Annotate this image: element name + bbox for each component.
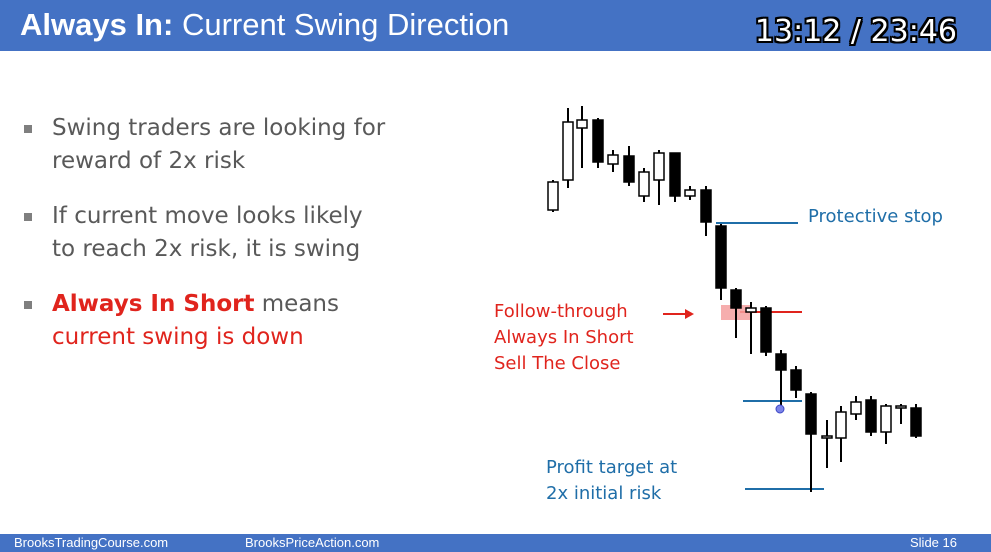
candle-body bbox=[865, 399, 877, 433]
candle-body bbox=[821, 435, 833, 439]
candle-body bbox=[653, 152, 665, 181]
title-bold: Always In: bbox=[20, 7, 174, 42]
candle-body bbox=[592, 119, 604, 163]
bullet-item: Always In Short means current swing is d… bbox=[24, 288, 424, 354]
candle-body bbox=[775, 353, 787, 371]
candle-body bbox=[576, 119, 588, 129]
bullet-line: Always In Short means bbox=[52, 288, 424, 321]
candle-body bbox=[547, 181, 559, 211]
protective-stop-label: Protective stop bbox=[808, 206, 943, 227]
candles-group bbox=[547, 106, 922, 492]
annotation-line: Profit target at bbox=[546, 457, 678, 478]
always-in-short-text: Always In Short bbox=[52, 291, 255, 317]
candle-body bbox=[760, 307, 772, 353]
bullet-item: If current move looks likely to reach 2x… bbox=[24, 200, 424, 266]
candle-body bbox=[669, 152, 681, 197]
bullet-list: Swing traders are looking for reward of … bbox=[24, 112, 424, 376]
candle-body bbox=[805, 393, 817, 435]
candle-body bbox=[684, 189, 696, 197]
candle-body bbox=[715, 225, 727, 289]
candle-body bbox=[895, 405, 907, 409]
video-timer: 13:12 / 23:46 bbox=[754, 14, 957, 49]
bullet-item: Swing traders are looking for reward of … bbox=[24, 112, 424, 178]
candle-body bbox=[562, 121, 574, 181]
footer-center-link[interactable]: BrooksPriceAction.com bbox=[245, 535, 380, 550]
profit-target-label: Profit target at 2x initial risk bbox=[546, 455, 677, 507]
arrow-head-icon bbox=[685, 309, 694, 319]
annotation-line: 2x initial risk bbox=[546, 483, 662, 504]
bullet-line: Swing traders are looking for bbox=[52, 115, 386, 141]
candle-body bbox=[745, 307, 757, 313]
means-text: means bbox=[254, 291, 339, 317]
candle-body bbox=[850, 401, 862, 415]
slide-footer: BrooksTradingCourse.com BrooksPriceActio… bbox=[0, 534, 991, 552]
bullet-square-icon bbox=[24, 301, 32, 309]
candle-body bbox=[623, 155, 635, 183]
footer-left-link[interactable]: BrooksTradingCourse.com bbox=[14, 535, 169, 550]
annotation-line: Follow-through bbox=[494, 301, 628, 322]
follow-through-label: Follow-through Always In Short Sell The … bbox=[494, 299, 634, 377]
bullet-square-icon bbox=[24, 125, 32, 133]
candle-body bbox=[790, 369, 802, 391]
candle-body bbox=[730, 289, 742, 309]
candle-body bbox=[910, 407, 922, 437]
bullet-square-icon bbox=[24, 213, 32, 221]
bullet-line: reward of 2x risk bbox=[52, 148, 246, 174]
price-marker-dot bbox=[775, 404, 785, 414]
slide-header: Always In: Current Swing Direction 13:12… bbox=[0, 0, 991, 51]
title-rest: Current Swing Direction bbox=[181, 7, 510, 42]
candle-body bbox=[700, 189, 712, 223]
bullet-line: If current move looks likely bbox=[52, 203, 363, 229]
candle-body bbox=[835, 411, 847, 439]
slide-title: Always In: Current Swing Direction bbox=[20, 7, 509, 43]
candle-body bbox=[638, 171, 650, 197]
slide-number: Slide 16 bbox=[910, 535, 957, 550]
annotation-line: Always In Short bbox=[494, 327, 634, 348]
annotation-line: Sell The Close bbox=[494, 353, 621, 374]
bullet-line: to reach 2x risk, it is swing bbox=[52, 236, 361, 262]
candle-body bbox=[880, 405, 892, 433]
candle-body bbox=[607, 154, 619, 165]
bullet-line: current swing is down bbox=[52, 324, 304, 350]
